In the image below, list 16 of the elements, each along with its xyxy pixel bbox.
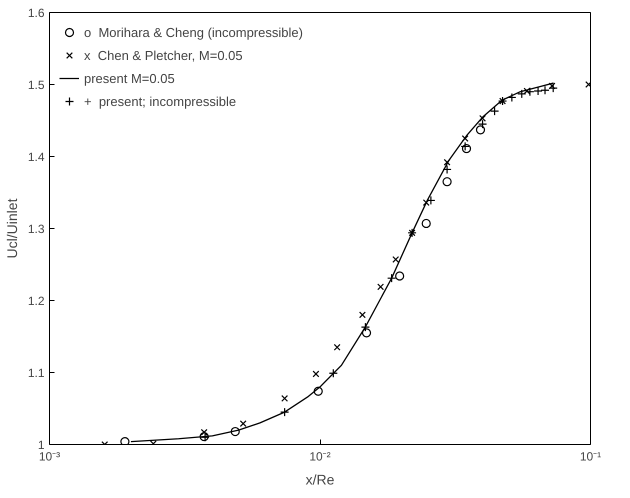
y-axis-title: Ucl/Uinlet [4,198,20,258]
x-tick-label: 10⁻² [309,450,331,464]
y-tick-label: 1.4 [28,150,45,164]
legend-label: + present; incompressible [84,94,236,108]
x-tick-label: 10⁻³ [38,450,60,464]
legend-label: present M=0.05 [84,70,175,86]
x-tick-label: 10⁻¹ [580,450,602,464]
y-tick-label: 1 [38,438,45,452]
legend-label: o Morihara & Cheng (incompressible) [84,24,303,40]
x-axis-title: x/Re [306,472,335,488]
y-tick-label: 1.1 [28,366,45,380]
y-tick-label: 1.3 [28,222,45,236]
y-tick-label: 1.2 [28,294,45,308]
legend-label: x Chen & Pletcher, M=0.05 [84,48,243,62]
y-tick-label: 1.6 [28,6,45,20]
y-tick-label: 1.5 [28,78,45,92]
